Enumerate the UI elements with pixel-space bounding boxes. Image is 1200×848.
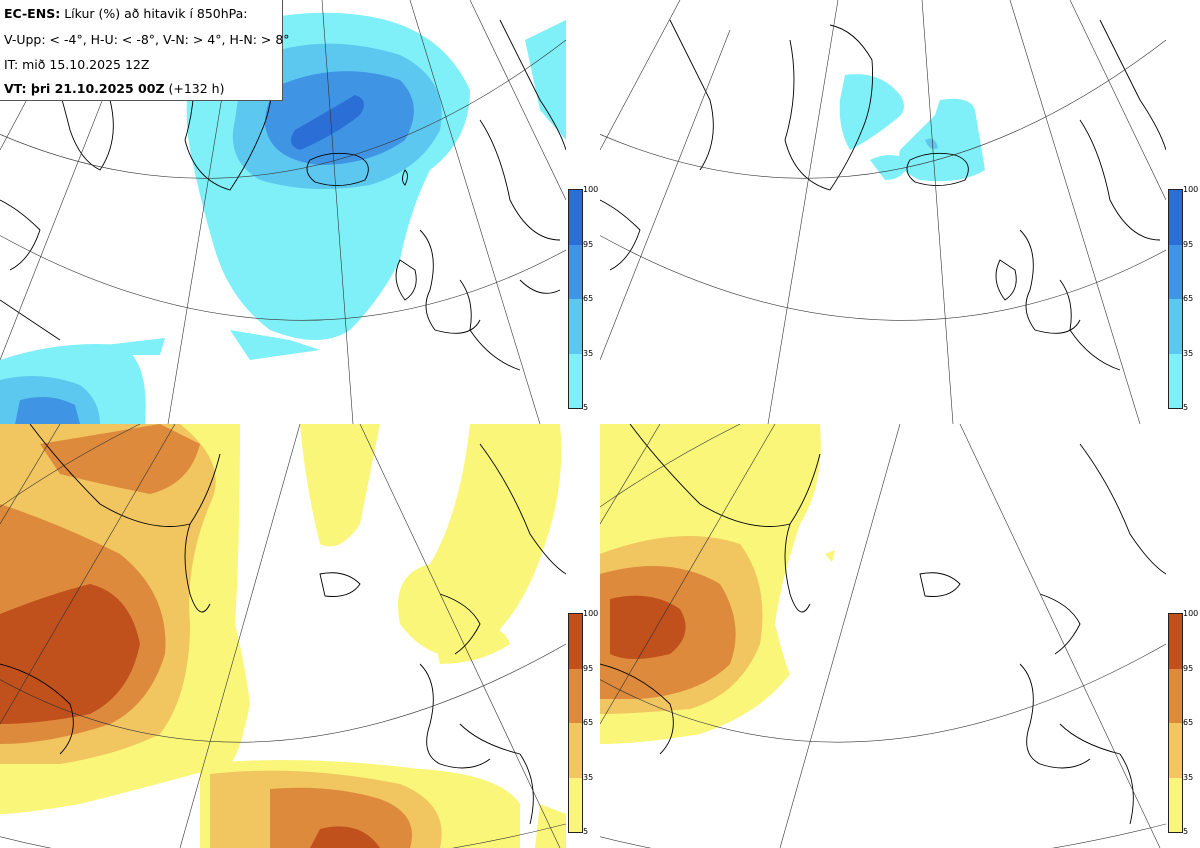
map-panel-top-right [600, 0, 1166, 424]
tick-label: 95 [583, 240, 594, 249]
colorbar-seg [569, 669, 582, 723]
title-line: EC-ENS: Líkur (%) að hitavik í 850hPa: [4, 6, 248, 21]
tick-label: 5 [583, 403, 589, 412]
tick-label: 35 [1183, 349, 1194, 358]
colorbar-seg [1169, 614, 1182, 669]
graticule [600, 0, 1166, 424]
tick-label: 100 [583, 185, 599, 194]
tick-label: 95 [583, 664, 594, 673]
tick-label: 100 [583, 609, 599, 618]
tick-label: 35 [583, 349, 594, 358]
graticule [600, 424, 1166, 848]
colorbar-seg [1169, 245, 1182, 299]
colorbar-seg [1169, 299, 1182, 354]
cold-probability-shading [839, 74, 985, 182]
thresholds-line: V-Upp: < -4°, H-U: < -8°, V-N: > 4°, H-N… [4, 32, 290, 47]
tick-label: 5 [1183, 403, 1189, 412]
colorbar-seg [569, 723, 582, 778]
tick-label: 65 [1183, 718, 1194, 727]
colorbar-warm-bottom-left [568, 613, 583, 833]
tick-label: 5 [1183, 827, 1189, 836]
tick-label: 65 [1183, 294, 1194, 303]
valid-time-line: VT: þri 21.10.2025 00Z (+132 h) [4, 81, 225, 96]
map-bottom-left [0, 424, 566, 848]
colorbar-seg [1169, 669, 1182, 723]
colorbar-seg [569, 354, 582, 408]
warm-probability-shading [600, 424, 835, 744]
info-box: EC-ENS: Líkur (%) að hitavik í 850hPa: V… [0, 0, 290, 101]
tick-label: 100 [1183, 609, 1199, 618]
colorbar-seg [1169, 723, 1182, 778]
tick-label: 35 [1183, 773, 1194, 782]
colorbar-seg [569, 299, 582, 354]
coastlines [600, 424, 1166, 825]
coastlines [0, 424, 566, 825]
colorbar-seg [569, 614, 582, 669]
init-time-line: IT: mið 15.10.2025 12Z [4, 57, 150, 72]
tick-label: 5 [583, 827, 589, 836]
map-panel-bottom-right [600, 424, 1166, 848]
map-bottom-right [600, 424, 1166, 848]
warm-probability-shading [0, 424, 566, 848]
colorbar-seg [569, 190, 582, 245]
map-panel-top-left: EC-ENS: Líkur (%) að hitavik í 850hPa: V… [0, 0, 566, 424]
tick-label: 35 [583, 773, 594, 782]
tick-label: 95 [1183, 664, 1194, 673]
tick-label: 100 [1183, 185, 1199, 194]
colorbar-seg [1169, 778, 1182, 832]
coastlines [600, 19, 1166, 371]
colorbar-seg [1169, 354, 1182, 408]
graticule [0, 424, 566, 848]
map-panel-bottom-left [0, 424, 566, 848]
tick-label: 95 [1183, 240, 1194, 249]
colorbar-seg [1169, 190, 1182, 245]
colorbar-seg [569, 245, 582, 299]
tick-label: 65 [583, 294, 594, 303]
colorbar-cold-top-right [1168, 189, 1183, 409]
colorbar-warm-bottom-right [1168, 613, 1183, 833]
map-top-right [600, 0, 1166, 424]
tick-label: 65 [583, 718, 594, 727]
colorbar-seg [569, 778, 582, 832]
colorbar-cold-top-left [568, 189, 583, 409]
